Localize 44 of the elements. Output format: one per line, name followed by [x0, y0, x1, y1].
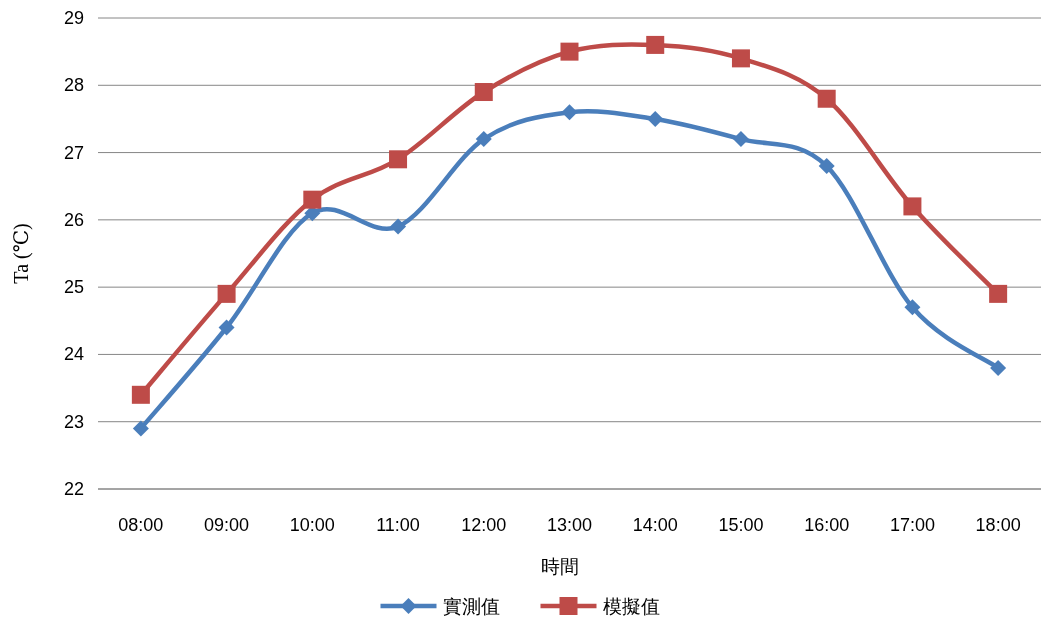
y-tick-label: 28	[63, 75, 84, 96]
point	[817, 89, 836, 108]
y-tick-label: 29	[63, 8, 84, 28]
point	[647, 110, 664, 127]
x-tick-label: 14:00	[632, 515, 678, 535]
x-tick-label: 17:00	[889, 515, 935, 535]
point	[217, 284, 236, 303]
y-tick-label: 25	[63, 277, 84, 298]
x-tick-label: 10:00	[289, 515, 335, 535]
x-tick-label: 12:00	[461, 515, 507, 535]
x-tick-label: 09:00	[204, 515, 250, 535]
point	[818, 158, 835, 175]
y-tick-label: 24	[63, 344, 84, 365]
point	[561, 104, 578, 121]
point	[132, 420, 149, 437]
point	[303, 190, 322, 209]
y-tick-label: 23	[63, 411, 84, 432]
y-tick-label: 27	[63, 142, 84, 163]
point	[732, 131, 749, 148]
point	[646, 35, 665, 54]
point	[131, 385, 150, 404]
y-tick-label: 22	[63, 479, 84, 499]
point	[218, 319, 235, 336]
x-tick-label: 11:00	[376, 515, 420, 535]
x-tick-label: 13:00	[546, 515, 593, 535]
point	[904, 299, 921, 316]
point	[475, 131, 492, 148]
point	[990, 359, 1007, 376]
point	[731, 49, 750, 68]
legend-label: 模擬值	[602, 596, 660, 617]
legend-label: 實測值	[442, 596, 500, 617]
point	[390, 218, 407, 235]
x-tick-label: 15:00	[718, 515, 764, 535]
x-tick-label: 18:00	[975, 515, 1021, 535]
y-tick-label: 26	[63, 209, 84, 230]
x-tick-label: 08:00	[118, 515, 164, 535]
x-tick-label: 16:00	[804, 515, 850, 535]
y-axis-title: Ta (℃)	[10, 223, 33, 284]
x-axis-title: 時間	[540, 556, 579, 577]
point	[989, 284, 1008, 303]
point	[560, 42, 579, 61]
point	[474, 83, 493, 102]
point	[903, 197, 922, 216]
point	[389, 150, 408, 169]
